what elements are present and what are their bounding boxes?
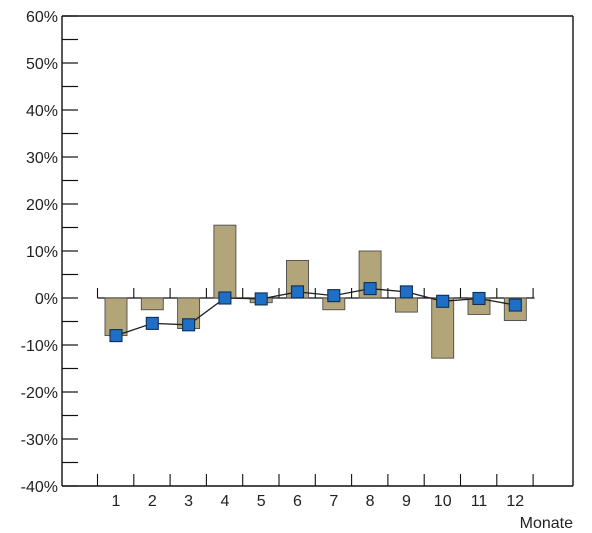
x-axis: 1 2 3 4 5 6 7 8 9 10 11 12	[62, 474, 573, 510]
x-tick-label: 11	[471, 493, 488, 510]
line-marker	[182, 318, 196, 332]
x-tick-label: 8	[366, 493, 375, 510]
x-tick-label: 9	[402, 493, 411, 510]
line-marker	[254, 292, 268, 306]
line-marker	[327, 289, 341, 303]
y-tick-label: -10%	[21, 338, 58, 355]
y-tick-label: 40%	[26, 103, 58, 120]
line-marker	[109, 329, 123, 343]
line-marker	[508, 298, 522, 312]
bar	[394, 297, 418, 313]
line-marker	[145, 316, 159, 330]
y-tick-label: -40%	[21, 479, 58, 496]
y-tick-label: -30%	[21, 432, 58, 449]
y-tick-label: -20%	[21, 385, 58, 402]
line-marker	[472, 291, 486, 306]
x-tick-label: 6	[293, 493, 302, 510]
x-tick-label: 3	[184, 493, 193, 510]
line-markers	[109, 282, 522, 343]
y-tick-label: 0%	[35, 291, 58, 308]
bar	[213, 224, 237, 299]
line-marker	[363, 282, 377, 296]
line-marker	[218, 291, 232, 305]
x-axis-label: Monate	[520, 515, 573, 532]
x-tick-label: 10	[434, 493, 452, 510]
y-tick-label: 20%	[26, 197, 58, 214]
y-axis: -40% -30% -20% -10% 0% 10% 20% 30% 40% 50% 60%	[21, 9, 574, 496]
x-tick-label: 5	[257, 493, 266, 510]
x-tick-label: 2	[148, 493, 157, 510]
x-tick-label: 12	[506, 493, 524, 510]
bar	[140, 297, 164, 311]
line-marker	[290, 285, 305, 299]
y-tick-label: 10%	[26, 244, 58, 261]
y-tick-label: 60%	[26, 9, 58, 26]
x-tick-label: 7	[329, 493, 338, 510]
line-marker	[436, 294, 450, 308]
x-tick-label: 4	[220, 493, 229, 510]
x-tick-label: 1	[112, 493, 121, 510]
line-marker	[399, 285, 413, 299]
y-tick-label: 30%	[26, 150, 58, 167]
y-tick-label: 50%	[26, 56, 58, 73]
